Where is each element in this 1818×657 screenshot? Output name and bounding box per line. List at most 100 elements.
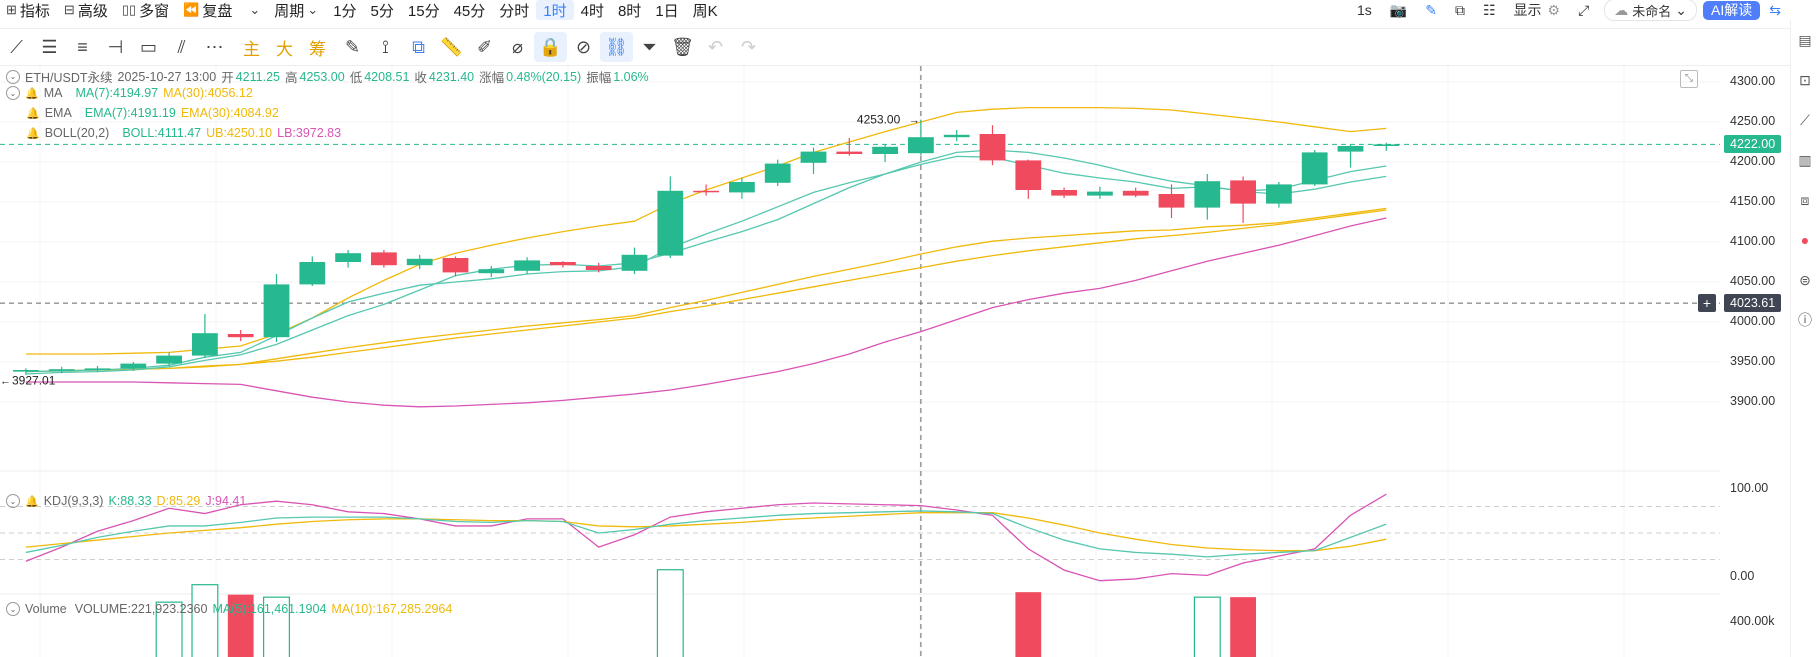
kdj-axis-tick: 100.00: [1730, 481, 1768, 495]
list-settings-icon[interactable]: ☷: [1474, 0, 1505, 20]
indicator-button[interactable]: ⊞ 指标: [0, 0, 58, 20]
candle-body: [156, 356, 182, 364]
fib-icon[interactable]: ⫽: [165, 32, 198, 62]
bars-icon[interactable]: ▥: [1791, 140, 1818, 180]
chart-type-dropdown[interactable]: 𝍘 ⌄: [240, 0, 268, 20]
timeframe-tab[interactable]: 分时: [492, 0, 536, 20]
etf-icon[interactable]: ⧈: [1791, 180, 1818, 220]
text-tool-button[interactable]: 大: [268, 32, 301, 62]
arrow-right-icon: →: [909, 115, 920, 127]
chart-canvas[interactable]: 4253.00 → ← 3927.01: [0, 66, 1720, 657]
bell-icon[interactable]: 🔔: [25, 87, 39, 100]
collapse-icon[interactable]: ⌄: [6, 602, 20, 616]
bell-icon[interactable]: 🔔: [25, 495, 39, 508]
layout-dropdown[interactable]: ☁ 未命名 ⌄: [1604, 0, 1697, 21]
timeframe-tab[interactable]: 4时: [574, 0, 611, 20]
volume-bar: [1230, 597, 1256, 657]
cloud-icon: ☁: [1614, 2, 1628, 19]
display-button[interactable]: 显示 ⚙: [1505, 0, 1570, 20]
ma-legend: ⌄ 🔔 MA MA(7):4194.97 MA(30):4056.12: [6, 86, 253, 100]
open-value: 4211.25: [236, 70, 280, 84]
hide-icon[interactable]: ⊘: [567, 32, 600, 62]
redo-icon[interactable]: ↷: [732, 32, 765, 62]
candle-body: [443, 258, 469, 272]
pattern-icon[interactable]: ✎: [336, 32, 369, 62]
horizontal-ray-icon[interactable]: ⊣: [99, 32, 132, 62]
timeframe-tab[interactable]: 8时: [611, 0, 648, 20]
timeframe-tab[interactable]: 45分: [447, 0, 493, 20]
advanced-button[interactable]: ⊟ 高级: [58, 0, 116, 20]
collapse-icon[interactable]: ⌄: [6, 494, 20, 508]
more-icon[interactable]: ⋯: [198, 32, 231, 62]
volume-axis-tick: 400.00k: [1730, 614, 1774, 628]
timeframe-tab[interactable]: 1分: [326, 0, 363, 20]
chart-line-icon[interactable]: ⟋: [1791, 100, 1818, 140]
volume-name: Volume: [25, 602, 67, 616]
copy-icon[interactable]: ⧉: [402, 32, 435, 62]
parallel-lines-icon[interactable]: ☰: [33, 32, 66, 62]
price-axis-tick: 4000.00: [1730, 314, 1775, 328]
alert-icon[interactable]: ●: [1791, 220, 1818, 260]
candle-body: [1087, 192, 1113, 196]
horizontal-lines-icon[interactable]: ≡: [66, 32, 99, 62]
chevron-down-icon: ⌄: [249, 2, 260, 18]
timeframe-tab[interactable]: 周K: [686, 0, 725, 20]
pen-icon[interactable]: ✎: [1416, 0, 1446, 20]
measure-icon[interactable]: ⟟: [369, 32, 402, 62]
kdj-k-value: K:88.33: [108, 494, 151, 508]
trades-icon[interactable]: ⊡: [1791, 60, 1818, 100]
advanced-icon: ⊟: [64, 2, 75, 18]
fullscreen-icon[interactable]: ⤢: [1569, 0, 1598, 20]
change-value: 0.48%(20.15): [506, 70, 581, 84]
bell-icon[interactable]: 🔔: [26, 107, 40, 120]
timeframe-tab[interactable]: 1日: [648, 0, 685, 20]
rectangle-icon[interactable]: ▭: [132, 32, 165, 62]
magnet-icon[interactable]: ⌀: [501, 32, 534, 62]
timeframe-tab[interactable]: 1时: [536, 0, 573, 20]
candle-body: [944, 135, 970, 137]
add-alert-plus-icon[interactable]: +: [1698, 294, 1716, 312]
settings-icon[interactable]: ⊜: [1791, 260, 1818, 300]
amplitude-label: 振幅: [586, 67, 611, 86]
trend-line-icon[interactable]: ⟋: [0, 32, 33, 62]
lock-icon[interactable]: 🔒: [534, 32, 567, 62]
orderbook-icon[interactable]: ▤: [1791, 20, 1818, 60]
chart-expand-icon[interactable]: ⤡: [1680, 70, 1698, 88]
link-icon[interactable]: ⛓: [600, 32, 633, 62]
trash-icon[interactable]: 🗑: [666, 32, 699, 62]
arrow-left-icon: ←: [0, 375, 11, 387]
timeframe-tab[interactable]: 15分: [401, 0, 447, 20]
brush-icon[interactable]: ✐: [468, 32, 501, 62]
candle-body: [371, 252, 397, 265]
window-icon[interactable]: ⧉: [1446, 0, 1474, 20]
collapse-icon[interactable]: ⌄: [6, 86, 20, 100]
candle-body: [1015, 160, 1041, 190]
drawing-toolbar: ⟋ ☰ ≡ ⊣ ▭ ⫽ ⋯ 主大筹 ✎ ⟟ ⧉ 📏 ✐ ⌀ 🔒 ⊘ ⛓ ⏷ 🗑 ↶ ↷: [0, 28, 1790, 66]
display-label: 显示: [1514, 0, 1542, 20]
replay-icon: ⏪: [183, 2, 199, 18]
undo-icon[interactable]: ↶: [699, 32, 732, 62]
period-dropdown[interactable]: 周期 ⌄: [268, 0, 326, 20]
interval-select[interactable]: 1s: [1348, 0, 1381, 20]
price-axis[interactable]: 4300.00 4250.00 4200.00 4150.00 4100.00 4050.…: [1720, 66, 1790, 657]
bell-icon[interactable]: 🔔: [26, 127, 40, 140]
info-icon[interactable]: ⓘ: [1791, 300, 1818, 340]
collapse-icon[interactable]: ⌄: [6, 70, 20, 84]
share-icon[interactable]: ⇆: [1760, 0, 1790, 20]
text-tool-button[interactable]: 筹: [301, 32, 334, 62]
text-tool-button[interactable]: 主: [235, 32, 268, 62]
chevron-down-icon: ⌄: [1675, 2, 1687, 19]
candle-body: [120, 364, 146, 369]
gear-icon: ⚙: [1548, 2, 1561, 19]
ruler-icon[interactable]: 📏: [435, 32, 468, 62]
current-price-tag: 4222.00: [1724, 135, 1781, 153]
indicator-icon: ⊞: [6, 2, 17, 18]
timeframe-tab[interactable]: 5分: [364, 0, 401, 20]
candle-body: [622, 255, 648, 271]
ai-analysis-button[interactable]: AI解读: [1703, 1, 1760, 20]
filter-icon[interactable]: ⏷: [633, 32, 666, 62]
candle-body: [1194, 181, 1220, 207]
camera-icon[interactable]: 📷: [1381, 0, 1416, 20]
replay-button[interactable]: ⏪ 复盘: [177, 0, 240, 20]
multi-window-button[interactable]: ▯▯ 多窗: [116, 0, 177, 20]
